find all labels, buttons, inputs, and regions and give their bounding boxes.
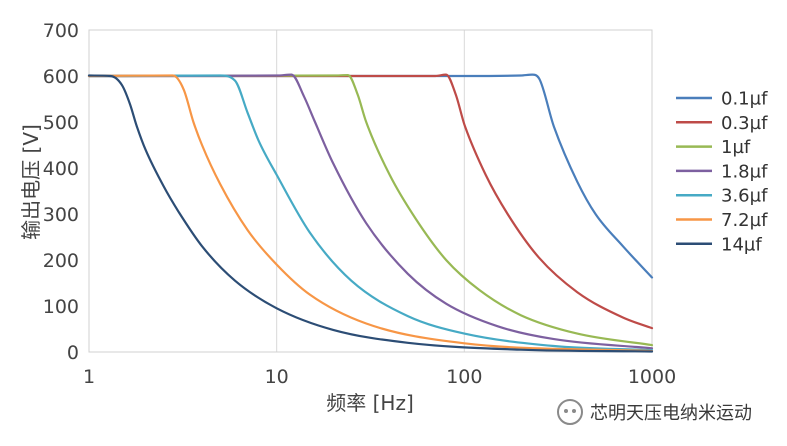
y-tick-label: 500 [43,112,79,134]
watermark-text: 芯明天压电纳米运动 [590,403,752,424]
y-tick-label: 600 [43,66,79,88]
y-tick-label: 200 [43,250,79,272]
y-tick-labels: 0 100 200 300 400 500 600 700 [43,20,79,364]
wechat-logo-icon [557,399,583,425]
grid-lines [88,30,653,352]
x-tick-label: 10 [265,366,289,388]
legend-label: 0.1µf [721,89,768,110]
x-tick-label: 100 [446,366,482,388]
x-tick-label: 1000 [628,366,676,388]
series-line-4 [87,74,654,352]
series-line-2 [87,74,654,347]
x-axis-title: 频率 [Hz] [326,391,414,415]
series-line-3 [87,73,654,350]
series-line-1 [87,73,654,330]
legend-label: 14µf [721,234,762,255]
x-tick-labels: 1 10 100 1000 [83,366,676,388]
legend-label: 0.3µf [721,113,768,134]
legend-label: 1µf [721,137,751,158]
legend-label: 3.6µf [721,186,768,207]
y-tick-label: 300 [43,204,79,226]
legend-label: 1.8µf [721,161,768,182]
legend-label: 7.2µf [721,210,768,231]
series-line-5 [87,74,654,353]
series-line-0 [87,73,654,279]
y-axis-title: 输出电压 [V] [19,124,43,240]
series-lines [87,73,654,353]
legend: 0.1µf 0.3µf 1µf 1.8µf 3.6µf 7.2µf 14µf [676,89,768,255]
series-line-6 [87,74,654,353]
y-tick-label: 100 [43,296,79,318]
plot-frame [88,29,653,353]
y-tick-label: 400 [43,158,79,180]
y-tick-label: 700 [43,20,79,42]
x-tick-label: 1 [83,366,95,388]
y-tick-label: 0 [67,342,79,364]
watermark: 芯明天压电纳米运动 [556,398,752,426]
